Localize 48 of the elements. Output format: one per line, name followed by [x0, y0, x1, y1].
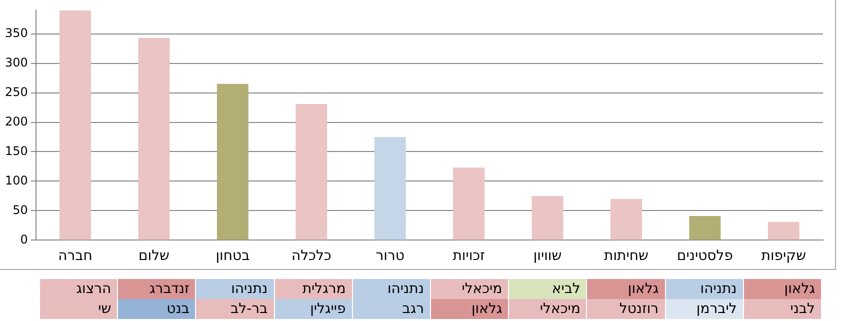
text: גלאון — [587, 279, 666, 299]
text: מיכאלי — [430, 279, 510, 299]
text: מיכאלי — [509, 299, 588, 319]
y-tick-label: 50 — [12, 202, 28, 217]
text: הרצוג — [40, 279, 118, 299]
x-tick-label: שוויון — [533, 248, 562, 264]
text: בנט — [118, 299, 196, 319]
bar — [453, 168, 485, 240]
x-tick-label: טרור — [376, 248, 404, 264]
text: נתניהו — [666, 279, 744, 299]
text: פייגלין — [274, 299, 353, 319]
bar — [216, 84, 248, 240]
bar — [60, 10, 91, 240]
x-tick-label: חברה — [58, 248, 92, 264]
bar — [296, 104, 328, 240]
text: גלאון — [430, 299, 510, 319]
text: גלאון — [744, 279, 822, 299]
x-tick-label: שחיתות — [604, 248, 649, 264]
text: מרגלית — [274, 279, 353, 299]
x-tick-label: שקיפות — [761, 248, 806, 264]
text: ליברמן — [666, 299, 744, 319]
y-tick-label: 150 — [5, 144, 28, 158]
bar — [138, 38, 170, 240]
text: שי — [40, 299, 118, 319]
bar — [374, 136, 406, 240]
x-tick-label: שלום — [138, 248, 170, 264]
x-tick-label: פלסטינים — [676, 248, 733, 264]
text: זנדברג — [118, 279, 196, 299]
bar — [532, 196, 564, 240]
text: נתניהו — [196, 279, 275, 299]
bar — [689, 216, 721, 240]
x-tick-label: בטחון — [216, 248, 250, 264]
y-tick-label: 250 — [5, 84, 28, 99]
y-tick-label: 100 — [5, 173, 28, 188]
x-tick-label: כלכלה — [291, 248, 332, 264]
text: רוזנטל — [587, 299, 666, 319]
y-tick-label: 0 — [20, 232, 28, 246]
y-tick-label: 350 — [5, 26, 28, 40]
text: לביא — [509, 279, 588, 299]
y-tick-label: 200 — [5, 114, 28, 128]
x-tick-label: זכויות — [452, 248, 486, 264]
text: לבני — [744, 299, 822, 319]
bar — [768, 222, 800, 240]
text: נתניהו — [352, 279, 431, 299]
y-tick-label: 300 — [5, 55, 28, 70]
bar — [610, 198, 642, 240]
text: רגב — [352, 299, 431, 319]
text: בר-לב — [196, 299, 275, 319]
